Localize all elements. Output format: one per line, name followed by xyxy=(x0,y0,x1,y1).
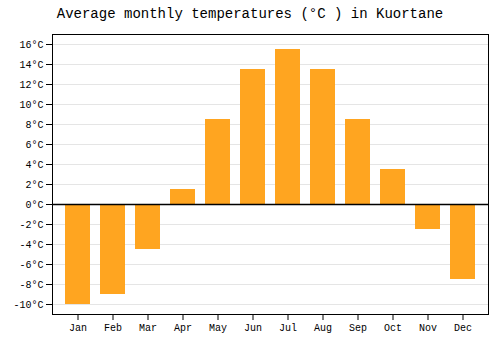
html-text:Average monthly temperatures (: Average monthly temperatures (°C ) in Ku… xyxy=(56,6,444,22)
svg-text:4°C: 4°C xyxy=(25,160,43,171)
svg-text:Sep: Sep xyxy=(349,323,367,334)
svg-text:Apr: Apr xyxy=(174,323,192,334)
svg-text:May: May xyxy=(209,323,227,334)
svg-text:12°C: 12°C xyxy=(19,80,43,91)
svg-text:-6°C: -6°C xyxy=(19,260,43,271)
svg-text:2°C: 2°C xyxy=(25,180,43,191)
svg-text:Nov: Nov xyxy=(419,323,437,334)
svg-text:Feb: Feb xyxy=(104,323,122,334)
svg-text:0°C: 0°C xyxy=(25,200,43,211)
svg-text:Jan: Jan xyxy=(69,323,87,334)
svg-text:Mar: Mar xyxy=(139,323,157,334)
svg-text:Jun: Jun xyxy=(244,323,262,334)
svg-text:10°C: 10°C xyxy=(19,100,43,111)
svg-text:Aug: Aug xyxy=(314,323,332,334)
svg-text:-4°C: -4°C xyxy=(19,240,43,251)
svg-text:6°C: 6°C xyxy=(25,140,43,151)
svg-text:16°C: 16°C xyxy=(19,40,43,51)
svg-text:8°C: 8°C xyxy=(25,120,43,131)
svg-text:Jul: Jul xyxy=(279,323,297,334)
svg-text:14°C: 14°C xyxy=(19,60,43,71)
svg-text:Dec: Dec xyxy=(454,323,472,334)
svg-text:-2°C: -2°C xyxy=(19,220,43,231)
svg-text:-10°C: -10°C xyxy=(13,300,43,311)
svg-text:Oct: Oct xyxy=(384,323,402,334)
svg-text:-8°C: -8°C xyxy=(19,280,43,291)
